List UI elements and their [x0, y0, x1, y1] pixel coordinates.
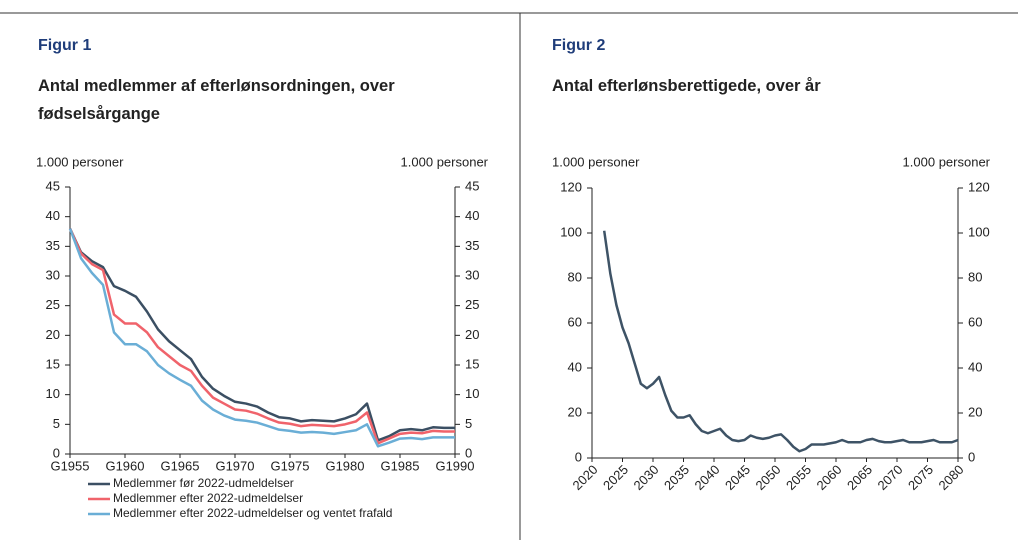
y-tick-label: 5 [53, 416, 60, 431]
y2-tick-label: 45 [465, 178, 479, 193]
x-tick-label: 2050 [752, 462, 783, 493]
y2-tick-label: 20 [968, 404, 982, 419]
y-tick-label: 10 [46, 386, 60, 401]
y2-tick-label: 80 [968, 269, 982, 284]
data-line [68, 228, 455, 445]
legend-label: Medlemmer efter 2022-udmeldelser [113, 491, 303, 505]
x-tick-label: G1970 [215, 458, 254, 473]
x-tick-label: 2055 [783, 462, 814, 493]
y-tick-label: 35 [46, 238, 60, 253]
data-line [68, 228, 455, 442]
x-tick-label: 2040 [691, 462, 722, 493]
y-tick-label: 45 [46, 178, 60, 193]
x-tick-label: G1960 [105, 458, 144, 473]
x-tick-label: 2045 [722, 462, 753, 493]
y2-tick-label: 5 [465, 416, 472, 431]
y-tick-label: 80 [568, 269, 582, 284]
y2-tick-label: 25 [465, 297, 479, 312]
y-tick-label: 20 [46, 327, 60, 342]
figure-label: Figur 2 [552, 37, 606, 54]
y-tick-label: 15 [46, 356, 60, 371]
y-axis-label: 1.000 personer [552, 154, 640, 169]
y2-tick-label: 40 [968, 359, 982, 374]
y2-tick-label: 100 [968, 224, 990, 239]
x-tick-label: 2025 [600, 462, 631, 493]
x-tick-label: 2030 [630, 462, 661, 493]
y-tick-label: 0 [575, 449, 582, 464]
data-line [68, 228, 455, 448]
y-tick-label: 0 [53, 445, 60, 460]
y-tick-label: 100 [560, 224, 582, 239]
x-tick-label: G1990 [435, 458, 474, 473]
y2-axis-label: 1.000 personer [401, 154, 489, 169]
y-tick-label: 20 [568, 404, 582, 419]
x-tick-label: G1955 [50, 458, 89, 473]
y2-tick-label: 0 [465, 445, 472, 460]
x-tick-label: 2060 [813, 462, 844, 493]
x-tick-label: 2075 [905, 462, 936, 493]
data-line [602, 230, 959, 453]
legend-label: Medlemmer før 2022-udmeldelser [113, 476, 294, 490]
chart-title: Antal efterlønsberettigede, over år [552, 77, 821, 95]
figure-label: Figur 1 [38, 37, 92, 54]
y2-axis-label: 1.000 personer [903, 154, 991, 169]
y2-tick-label: 10 [465, 386, 479, 401]
y-axis-label: 1.000 personer [36, 154, 124, 169]
x-tick-label: G1965 [160, 458, 199, 473]
y2-tick-label: 20 [465, 327, 479, 342]
y-tick-label: 40 [568, 359, 582, 374]
y2-tick-label: 40 [465, 208, 479, 223]
legend-label: Medlemmer efter 2022-udmeldelser og vent… [113, 506, 392, 520]
x-tick-label: 2080 [935, 462, 966, 493]
y-tick-label: 40 [46, 208, 60, 223]
y2-tick-label: 35 [465, 238, 479, 253]
x-tick-label: 2020 [569, 462, 600, 493]
x-tick-label: 2035 [661, 462, 692, 493]
y2-tick-label: 30 [465, 267, 479, 282]
x-tick-label: G1975 [270, 458, 309, 473]
y2-tick-label: 60 [968, 314, 982, 329]
y2-tick-label: 120 [968, 179, 990, 194]
y2-tick-label: 15 [465, 356, 479, 371]
y-tick-label: 120 [560, 179, 582, 194]
y-tick-label: 25 [46, 297, 60, 312]
y-tick-label: 30 [46, 267, 60, 282]
x-tick-label: 2070 [874, 462, 905, 493]
x-tick-label: G1980 [325, 458, 364, 473]
y2-tick-label: 0 [968, 449, 975, 464]
x-tick-label: 2065 [844, 462, 875, 493]
chart-title: Antal medlemmer af efterlønsordningen, o… [38, 77, 395, 123]
y-tick-label: 60 [568, 314, 582, 329]
x-tick-label: G1985 [380, 458, 419, 473]
